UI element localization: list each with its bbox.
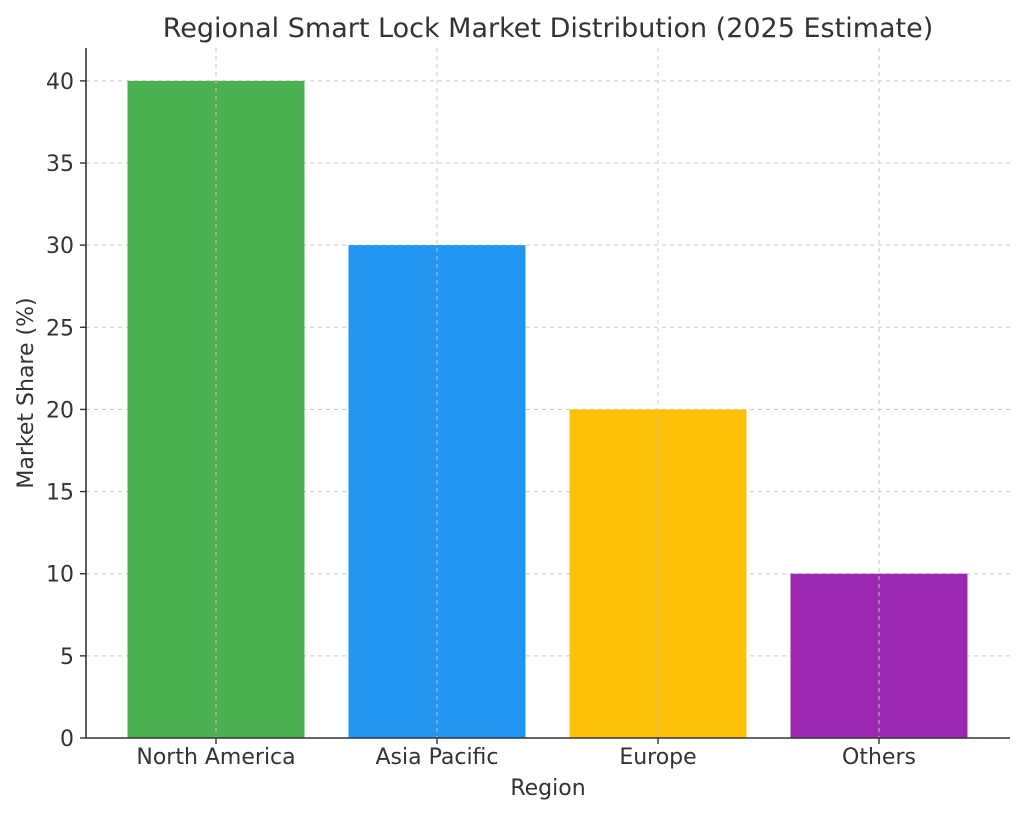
x-tick-label: North America bbox=[136, 745, 295, 770]
y-tick-label: 15 bbox=[46, 481, 74, 506]
y-tick-label: 30 bbox=[46, 234, 74, 259]
y-tick-label: 0 bbox=[60, 727, 74, 752]
y-tick-label: 25 bbox=[46, 316, 74, 341]
y-axis-ticks: 0 5 10 15 20 25 30 35 40 bbox=[46, 70, 86, 752]
x-tick-label: Others bbox=[842, 745, 916, 770]
y-tick-label: 40 bbox=[46, 70, 74, 95]
x-tick-label: Europe bbox=[619, 745, 696, 770]
x-axis-title: Region bbox=[510, 776, 585, 801]
y-tick-label: 35 bbox=[46, 152, 74, 177]
y-tick-label: 10 bbox=[46, 563, 74, 588]
bars bbox=[127, 48, 968, 739]
y-axis-title: Market Share (%) bbox=[14, 297, 39, 488]
y-tick-label: 5 bbox=[60, 645, 74, 670]
x-axis-ticks: North America Asia Pacific Europe Others bbox=[136, 738, 916, 770]
y-tick-label: 20 bbox=[46, 398, 74, 423]
x-tick-label: Asia Pacific bbox=[375, 745, 498, 770]
chart-title: Regional Smart Lock Market Distribution … bbox=[163, 13, 934, 44]
